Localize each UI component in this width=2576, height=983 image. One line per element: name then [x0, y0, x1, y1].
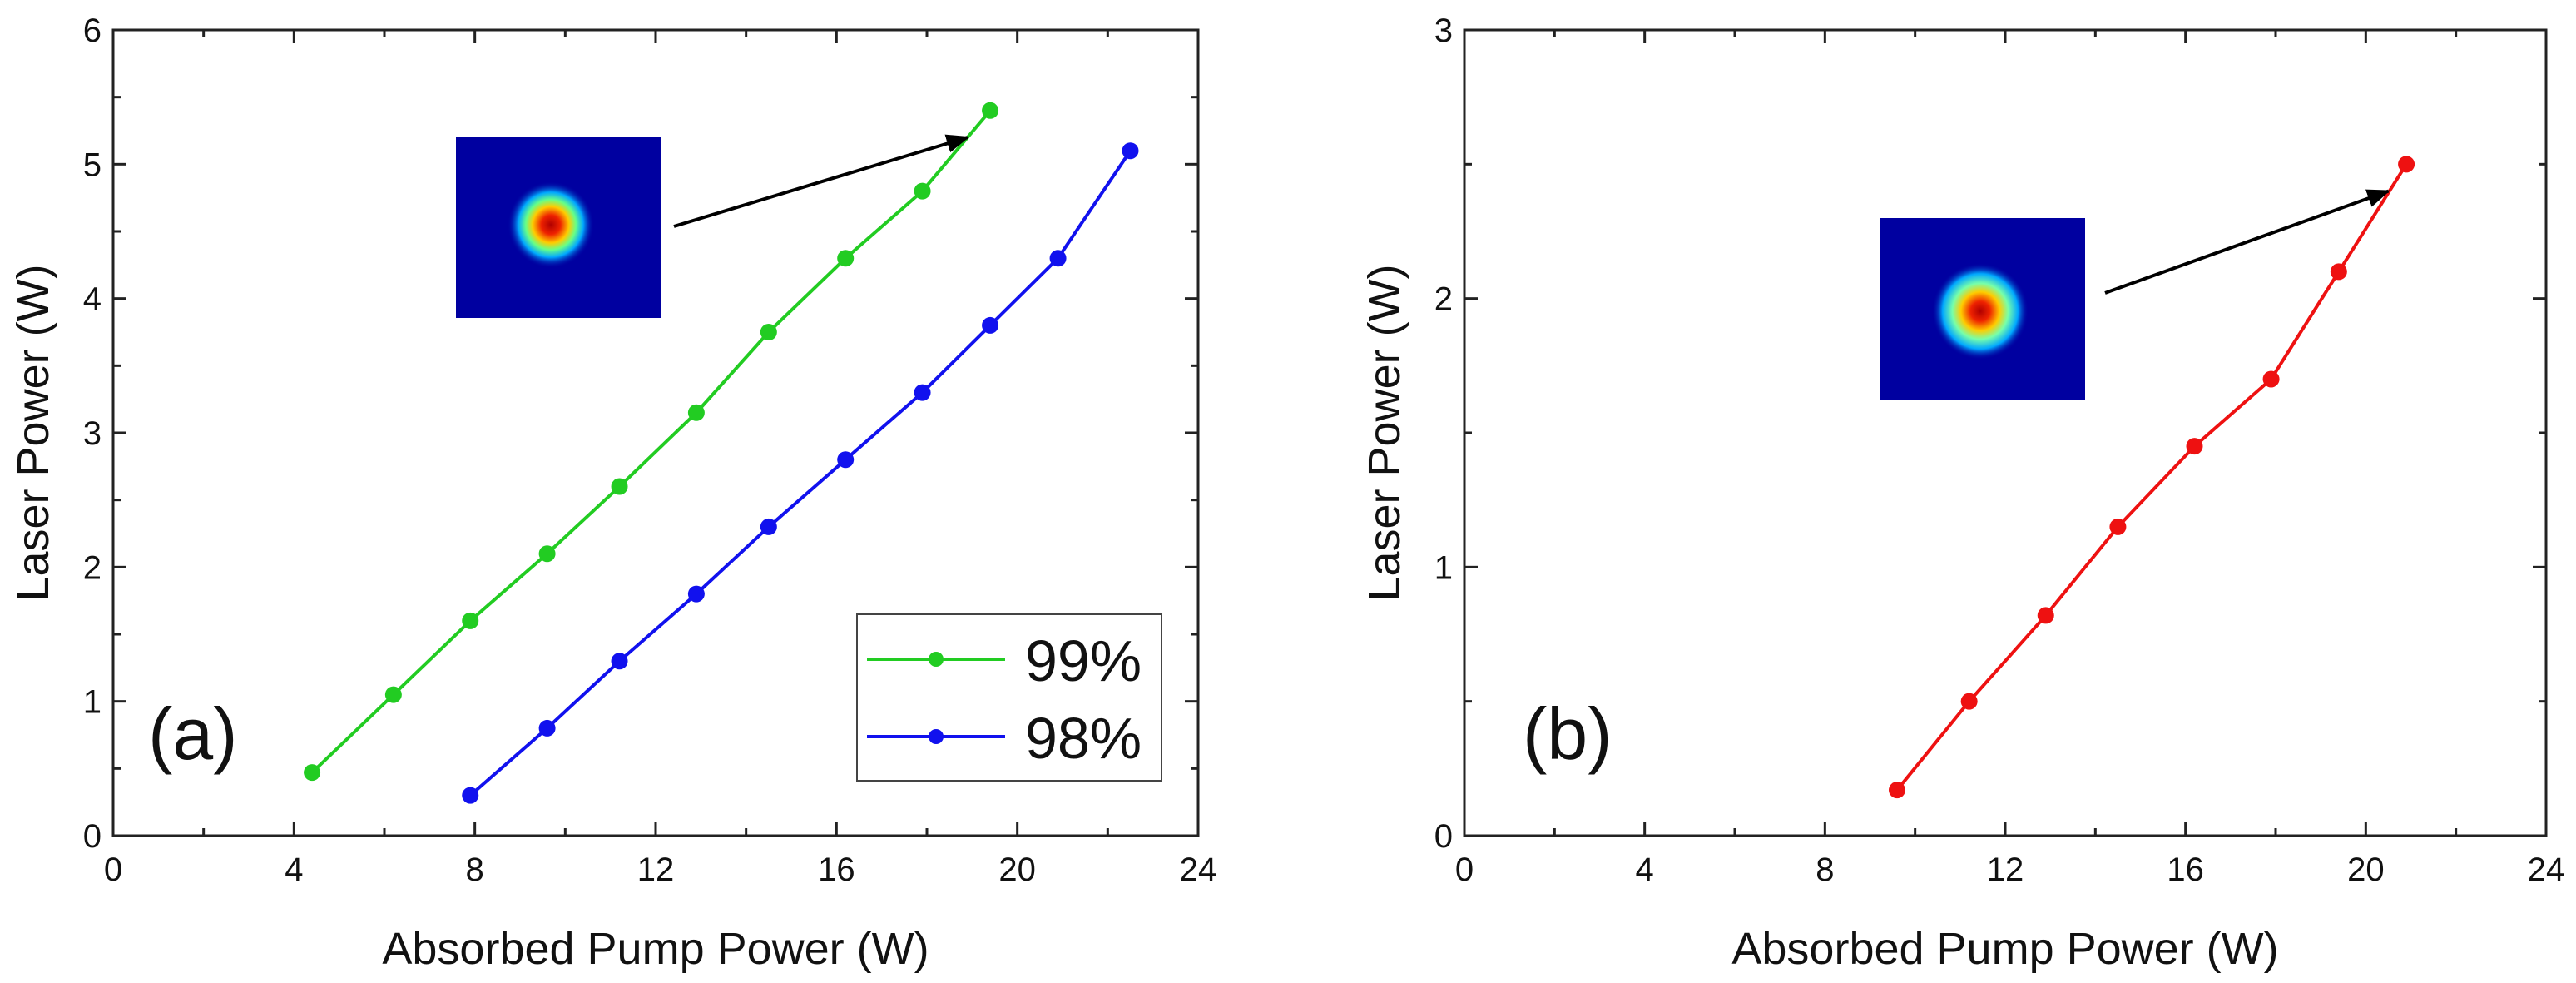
- legend-label-98: 98%: [1025, 706, 1142, 771]
- legend-box: [856, 613, 1162, 782]
- data-point: [982, 316, 999, 334]
- x-tick-label: 20: [998, 851, 1036, 888]
- legend-label-99: 99%: [1025, 628, 1142, 693]
- data-point: [538, 719, 556, 737]
- beam-spot-a: [508, 181, 594, 268]
- y-tick-label: 6: [83, 12, 102, 49]
- series-points-b: [1889, 156, 2415, 799]
- plot-frame-b: [1463, 28, 2548, 837]
- data-point: [1122, 142, 1139, 160]
- panel-label-b: (b): [1523, 693, 1612, 775]
- x-tick-label: 12: [1987, 851, 2024, 888]
- x-tick-label: 12: [637, 851, 675, 888]
- beam-spot-b: [1932, 263, 2029, 360]
- data-point: [687, 404, 705, 421]
- data-point: [304, 764, 321, 782]
- data-point: [760, 518, 777, 535]
- x-tick-label: 24: [1180, 851, 1217, 888]
- x-axis-title-a: Absorbed Pump Power (W): [382, 924, 929, 974]
- y-axis-title-b: Laser Power (W): [1360, 264, 1409, 601]
- y-axis-title-a: Laser Power (W): [8, 264, 58, 601]
- x-tick-label: 0: [1455, 851, 1474, 888]
- data-point: [2262, 370, 2280, 388]
- series-lines-b: [1895, 163, 2408, 792]
- data-point: [1960, 693, 1978, 710]
- data-point: [462, 612, 479, 629]
- data-point: [384, 686, 402, 703]
- data-point: [687, 585, 705, 603]
- y-tick-label: 2: [83, 549, 102, 586]
- y-tick-label: 0: [83, 818, 102, 855]
- data-point: [2109, 518, 2127, 535]
- data-point: [837, 451, 855, 469]
- panel-label-a: (a): [148, 693, 238, 775]
- data-point: [2330, 263, 2347, 281]
- data-point: [611, 478, 628, 495]
- y-tick-label: 3: [1434, 12, 1453, 49]
- legend-a: 99% 98%: [856, 613, 1162, 782]
- x-tick-label: 24: [2528, 851, 2565, 888]
- data-point: [2037, 607, 2054, 624]
- x-tick-label: 4: [1636, 851, 1654, 888]
- y-tick-label: 4: [83, 281, 102, 318]
- data-point: [2186, 438, 2203, 455]
- data-point: [2398, 156, 2415, 173]
- beam-profile-inset-b: [1880, 218, 2085, 400]
- data-point: [462, 787, 479, 804]
- x-tick-label: 16: [2167, 851, 2204, 888]
- x-tick-label: 4: [285, 851, 303, 888]
- series-lines-a: [310, 109, 1132, 797]
- y-tick-label: 3: [83, 415, 102, 452]
- inset-arrow-b: [2104, 189, 2391, 295]
- data-point: [1889, 782, 1905, 799]
- legend-marker-98: [929, 729, 944, 744]
- beam-profile-inset-a: [456, 137, 661, 318]
- x-tick-label: 8: [466, 851, 484, 888]
- series-points-a: [304, 102, 1139, 804]
- y-tick-label: 1: [83, 684, 102, 721]
- x-tick-label: 20: [2347, 851, 2385, 888]
- y-tick-label: 1: [1434, 549, 1453, 586]
- data-point: [914, 384, 931, 401]
- series-line-99%: [310, 109, 992, 774]
- x-tick-label: 16: [818, 851, 855, 888]
- y-tick-label: 5: [83, 146, 102, 183]
- x-tick-label: 8: [1816, 851, 1834, 888]
- x-tick-label: 0: [104, 851, 122, 888]
- y-tick-label: 2: [1434, 281, 1453, 318]
- data-point: [837, 250, 855, 267]
- data-point: [1049, 250, 1067, 267]
- inset-arrow-a: [673, 134, 970, 228]
- x-axis-title-b: Absorbed Pump Power (W): [1731, 924, 2278, 974]
- series-line-98%: [468, 150, 1132, 797]
- y-tick-label: 0: [1434, 818, 1453, 855]
- data-point: [611, 653, 628, 670]
- data-point: [538, 545, 556, 563]
- data-point: [760, 324, 777, 340]
- series-line-output: [1895, 163, 2408, 792]
- data-point: [914, 182, 931, 200]
- legend-marker-99: [929, 652, 944, 667]
- data-point: [982, 102, 999, 119]
